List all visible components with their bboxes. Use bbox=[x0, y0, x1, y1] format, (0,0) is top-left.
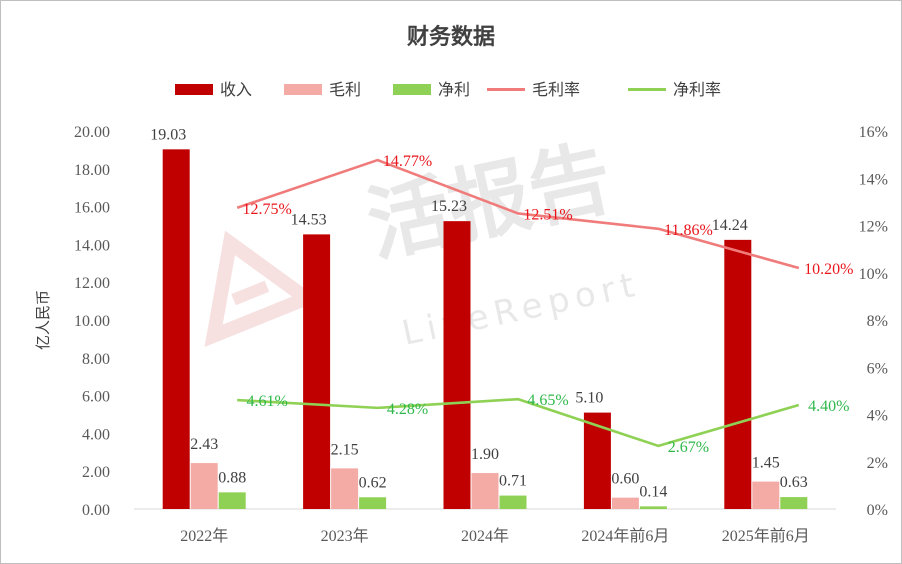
line-data-label: 2.67% bbox=[668, 439, 709, 456]
line-data-label: 12.75% bbox=[243, 201, 292, 218]
bar-0-1 bbox=[303, 234, 331, 509]
legend-label: 毛利 bbox=[329, 80, 361, 99]
watermark-logo bbox=[204, 230, 321, 348]
bar-2-2 bbox=[499, 495, 527, 509]
legend-swatch bbox=[175, 84, 213, 95]
y2-tick-label: 14% bbox=[859, 171, 888, 188]
legend-label: 毛利率 bbox=[532, 80, 580, 99]
line-0 bbox=[236, 158, 800, 270]
y-tick-label: 10.00 bbox=[74, 313, 110, 330]
y-axis-label: 亿人民币 bbox=[34, 290, 52, 350]
x-tick-label: 2025年前6月 bbox=[722, 527, 810, 545]
bar-1-2 bbox=[471, 473, 499, 509]
x-tick-label: 2022年 bbox=[180, 527, 228, 545]
y-tick-label: 4.00 bbox=[82, 426, 110, 443]
bar-2-4 bbox=[780, 497, 808, 509]
y2-axis-ticks: 0% 2% 4% 6% 8% 10% 12% 14% 16% bbox=[859, 124, 888, 519]
bar-2-1 bbox=[359, 497, 387, 509]
y-tick-label: 16.00 bbox=[74, 200, 110, 217]
bars bbox=[162, 149, 808, 509]
bar-data-label: 0.60 bbox=[611, 471, 639, 488]
data-labels: 19.03 14.53 15.23 5.10 14.24 2.43 2.15 1.90 0.60… bbox=[150, 126, 853, 500]
watermark-sub: LiveReport bbox=[399, 264, 644, 353]
chart-title: 财务数据 bbox=[407, 24, 495, 50]
legend-swatch bbox=[393, 84, 431, 95]
bar-data-label: 19.03 bbox=[150, 126, 186, 143]
y-tick-label: 14.00 bbox=[74, 237, 110, 254]
y2-tick-label: 0% bbox=[867, 502, 888, 519]
line-1 bbox=[237, 397, 800, 448]
y2-tick-label: 4% bbox=[867, 408, 888, 425]
bar-1-1 bbox=[331, 468, 359, 509]
x-tick-label: 2024年前6月 bbox=[581, 527, 669, 545]
legend-swatch bbox=[284, 84, 322, 95]
y2-tick-label: 12% bbox=[859, 219, 888, 236]
x-tick-label: 2023年 bbox=[321, 527, 369, 545]
x-axis-ticks: 2022年 2023年 2024年 2024年前6月 2025年前6月 bbox=[180, 527, 810, 545]
bar-0-3 bbox=[583, 412, 611, 509]
legend-label: 净利 bbox=[438, 80, 470, 99]
bar-1-0 bbox=[190, 463, 218, 509]
lines bbox=[236, 158, 800, 448]
y2-tick-label: 10% bbox=[859, 266, 888, 283]
bar-data-label: 0.14 bbox=[639, 483, 667, 500]
x-tick-label: 2024年 bbox=[461, 527, 509, 545]
bar-0-4 bbox=[724, 239, 752, 509]
y-tick-label: 12.00 bbox=[74, 275, 110, 292]
line-data-label: 11.86% bbox=[664, 222, 713, 239]
bar-data-label: 0.62 bbox=[359, 474, 387, 491]
y2-tick-label: 6% bbox=[867, 360, 888, 377]
line-data-label: 10.20% bbox=[804, 261, 853, 278]
line-data-label: 4.65% bbox=[527, 392, 568, 409]
bar-data-label: 0.63 bbox=[780, 474, 808, 491]
line-data-label: 14.77% bbox=[383, 153, 432, 170]
bar-data-label: 15.23 bbox=[431, 198, 467, 215]
y2-tick-label: 16% bbox=[859, 124, 888, 141]
y-tick-label: 18.00 bbox=[74, 162, 110, 179]
y2-tick-label: 8% bbox=[867, 313, 888, 330]
legend-label: 净利率 bbox=[673, 80, 721, 99]
bar-data-label: 2.43 bbox=[190, 436, 218, 453]
y-axis-ticks: 0.00 2.00 4.00 6.00 8.00 10.00 12.00 14.00 16.00… bbox=[74, 124, 110, 519]
line-data-label: 4.40% bbox=[808, 398, 849, 415]
y-tick-label: 0.00 bbox=[82, 502, 110, 519]
legend: 收入 毛利 净利 毛利率 净利率 bbox=[175, 80, 721, 99]
y-tick-label: 20.00 bbox=[74, 124, 110, 141]
bar-0-0 bbox=[162, 149, 190, 509]
line-data-label: 4.28% bbox=[387, 401, 428, 418]
bar-data-label: 14.53 bbox=[291, 211, 327, 228]
y-tick-label: 8.00 bbox=[82, 351, 110, 368]
y2-tick-label: 2% bbox=[867, 455, 888, 472]
bar-2-0 bbox=[218, 492, 246, 509]
bar-1-3 bbox=[611, 497, 639, 509]
line-data-label: 12.51% bbox=[523, 206, 572, 223]
bar-data-label: 0.71 bbox=[499, 473, 527, 490]
bar-2-3 bbox=[639, 506, 667, 509]
line-data-label: 4.61% bbox=[247, 393, 288, 410]
bar-data-label: 0.88 bbox=[218, 469, 246, 486]
bar-data-label: 2.15 bbox=[331, 441, 359, 458]
bar-data-label: 1.45 bbox=[752, 455, 780, 472]
bar-0-2 bbox=[443, 221, 471, 509]
y-tick-label: 2.00 bbox=[82, 464, 110, 481]
bar-data-label: 5.10 bbox=[575, 390, 603, 407]
bar-data-label: 14.24 bbox=[712, 217, 748, 234]
legend-label: 收入 bbox=[220, 80, 252, 99]
y-tick-label: 6.00 bbox=[82, 389, 110, 406]
bar-1-4 bbox=[752, 481, 780, 509]
bar-data-label: 1.90 bbox=[471, 446, 499, 463]
